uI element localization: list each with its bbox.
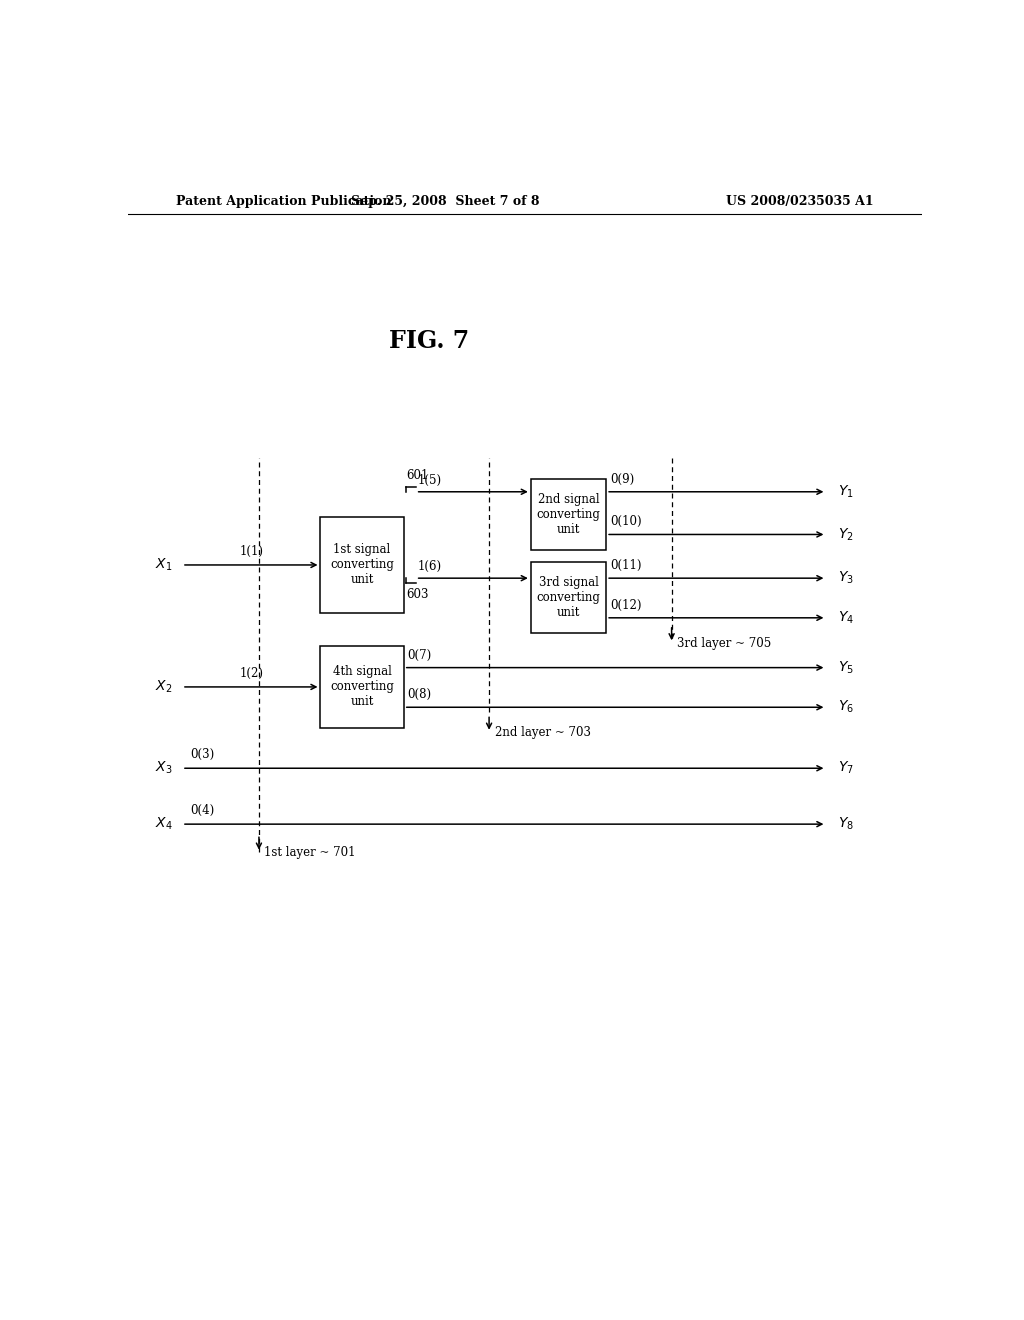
Text: US 2008/0235035 A1: US 2008/0235035 A1: [726, 194, 873, 207]
Text: $Y_1$: $Y_1$: [839, 483, 854, 500]
Text: 1(6): 1(6): [417, 560, 441, 573]
Text: 3rd layer ~ 705: 3rd layer ~ 705: [677, 636, 771, 649]
Text: 1st signal
converting
unit: 1st signal converting unit: [330, 544, 394, 586]
Text: 2nd signal
converting
unit: 2nd signal converting unit: [537, 492, 600, 536]
Text: $X_4$: $X_4$: [155, 816, 172, 833]
Text: 2nd layer ~ 703: 2nd layer ~ 703: [495, 726, 591, 739]
Text: 0(9): 0(9): [610, 473, 634, 486]
Text: $Y_7$: $Y_7$: [839, 760, 854, 776]
Text: 1(5): 1(5): [417, 474, 441, 487]
Text: 0(7): 0(7): [408, 648, 432, 661]
Text: 0(3): 0(3): [189, 748, 214, 762]
FancyBboxPatch shape: [530, 562, 606, 634]
Text: $Y_4$: $Y_4$: [839, 610, 854, 626]
Text: FIG. 7: FIG. 7: [389, 330, 470, 354]
Text: 0(4): 0(4): [189, 804, 214, 817]
Text: $X_2$: $X_2$: [155, 678, 172, 696]
Text: $Y_2$: $Y_2$: [839, 527, 854, 543]
Text: 1(1): 1(1): [240, 545, 263, 558]
Text: $Y_5$: $Y_5$: [839, 660, 854, 676]
Text: $Y_6$: $Y_6$: [839, 700, 854, 715]
Text: 601: 601: [407, 469, 428, 482]
FancyBboxPatch shape: [321, 647, 403, 727]
Text: 3rd signal
converting
unit: 3rd signal converting unit: [537, 576, 600, 619]
Text: 1st layer ~ 701: 1st layer ~ 701: [264, 846, 356, 859]
Text: 0(11): 0(11): [610, 560, 642, 572]
Text: $X_1$: $X_1$: [155, 557, 172, 573]
Text: Sep. 25, 2008  Sheet 7 of 8: Sep. 25, 2008 Sheet 7 of 8: [351, 194, 540, 207]
Text: 0(10): 0(10): [610, 515, 642, 528]
Text: $Y_8$: $Y_8$: [839, 816, 854, 833]
Text: $Y_3$: $Y_3$: [839, 570, 854, 586]
Text: Patent Application Publication: Patent Application Publication: [176, 194, 391, 207]
FancyBboxPatch shape: [530, 479, 606, 549]
Text: 603: 603: [407, 589, 429, 602]
Text: $X_3$: $X_3$: [155, 760, 172, 776]
Text: 0(12): 0(12): [610, 599, 642, 611]
FancyBboxPatch shape: [321, 516, 403, 614]
Text: 4th signal
converting
unit: 4th signal converting unit: [330, 665, 394, 709]
Text: 0(8): 0(8): [408, 688, 432, 701]
Text: 1(2): 1(2): [240, 667, 263, 680]
